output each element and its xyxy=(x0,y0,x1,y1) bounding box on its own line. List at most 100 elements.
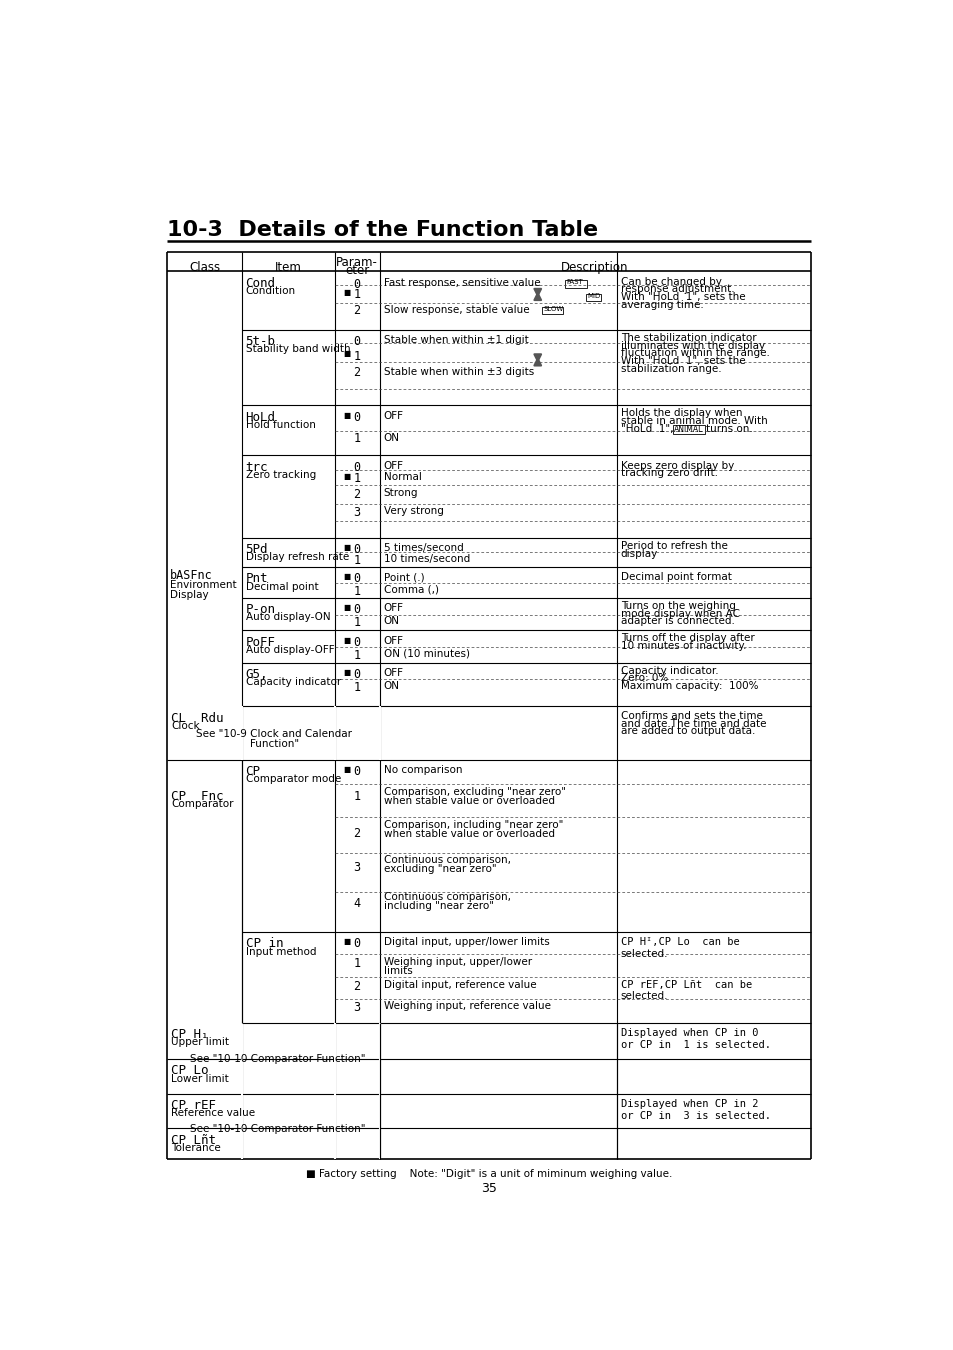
Text: 0: 0 xyxy=(354,603,360,616)
Text: Environment: Environment xyxy=(170,580,236,590)
Text: 0: 0 xyxy=(354,543,360,556)
Text: 1: 1 xyxy=(354,617,360,629)
Text: CP in: CP in xyxy=(245,937,283,950)
Text: Clock: Clock xyxy=(171,721,199,730)
Text: ■: ■ xyxy=(343,668,351,676)
Text: or CP in  3 is selected.: or CP in 3 is selected. xyxy=(620,1111,770,1120)
Text: CP: CP xyxy=(245,765,260,778)
Text: OFF: OFF xyxy=(383,410,403,421)
Text: 1: 1 xyxy=(354,585,360,598)
Text: trc: trc xyxy=(245,460,268,474)
Text: 0: 0 xyxy=(354,937,360,950)
Text: With "HoLd  1", sets the: With "HoLd 1", sets the xyxy=(620,356,744,366)
Text: 5t-b: 5t-b xyxy=(245,335,275,348)
Text: Turns on the weighing: Turns on the weighing xyxy=(620,601,735,612)
Text: ■: ■ xyxy=(343,937,351,946)
Text: Decimal point format: Decimal point format xyxy=(620,572,731,582)
Text: tracking zero drift.: tracking zero drift. xyxy=(620,468,717,478)
Text: 3: 3 xyxy=(354,506,360,520)
Text: ■: ■ xyxy=(343,543,351,552)
Text: Stable when within ±1 digit: Stable when within ±1 digit xyxy=(383,335,528,346)
Text: Auto display-OFF: Auto display-OFF xyxy=(245,645,334,655)
Text: CL  Rdu: CL Rdu xyxy=(171,711,223,725)
Text: CP Lo: CP Lo xyxy=(171,1064,209,1077)
Text: Continuous comparison,: Continuous comparison, xyxy=(383,855,510,865)
Text: Stable when within ±3 digits: Stable when within ±3 digits xyxy=(383,367,534,377)
Text: 2: 2 xyxy=(354,305,360,317)
Text: Digital input, reference value: Digital input, reference value xyxy=(383,980,536,990)
Text: OFF: OFF xyxy=(383,636,403,645)
Text: 0: 0 xyxy=(354,765,360,778)
Text: 1: 1 xyxy=(354,554,360,567)
Text: The stabilization indicator: The stabilization indicator xyxy=(620,333,756,343)
Text: Zero tracking: Zero tracking xyxy=(245,470,315,481)
Text: 0: 0 xyxy=(354,572,360,586)
Text: ANIMAL: ANIMAL xyxy=(674,424,702,433)
Text: Stability band width: Stability band width xyxy=(245,344,350,355)
Text: 1: 1 xyxy=(354,289,360,301)
Text: 3: 3 xyxy=(354,861,360,875)
Text: 1: 1 xyxy=(354,680,360,694)
Text: Capacity indicator: Capacity indicator xyxy=(245,678,340,687)
Text: CP Lñt: CP Lñt xyxy=(171,1134,216,1146)
Text: 2: 2 xyxy=(354,487,360,501)
Text: illuminates with the display: illuminates with the display xyxy=(620,340,764,351)
Text: Hold function: Hold function xyxy=(245,420,315,429)
Text: Holds the display when: Holds the display when xyxy=(620,409,741,418)
Text: See "10-10 Comparator Function": See "10-10 Comparator Function" xyxy=(191,1125,366,1134)
Text: Displayed when CP in 0: Displayed when CP in 0 xyxy=(620,1029,758,1038)
Text: OFF: OFF xyxy=(383,668,403,678)
Text: limits: limits xyxy=(383,965,412,976)
Text: Maximum capacity:  100%: Maximum capacity: 100% xyxy=(620,680,758,691)
Text: are added to output data.: are added to output data. xyxy=(620,726,754,736)
Bar xyxy=(585,294,600,301)
Text: ON: ON xyxy=(383,617,399,626)
Text: turns on.: turns on. xyxy=(705,424,752,433)
Text: CP H₁: CP H₁ xyxy=(171,1029,209,1041)
Text: Upper limit: Upper limit xyxy=(171,1038,229,1048)
Text: excluding "near zero": excluding "near zero" xyxy=(383,864,496,875)
Text: 35: 35 xyxy=(480,1183,497,1195)
Text: SLOW: SLOW xyxy=(543,306,563,312)
Text: Comparison, excluding "near zero": Comparison, excluding "near zero" xyxy=(383,787,565,798)
Text: OFF: OFF xyxy=(383,603,403,613)
Bar xyxy=(564,279,586,288)
Text: selected.: selected. xyxy=(620,991,667,1002)
Text: Item: Item xyxy=(274,261,301,274)
Text: Tolerance: Tolerance xyxy=(171,1143,221,1153)
Text: Digital input, upper/lower limits: Digital input, upper/lower limits xyxy=(383,937,549,948)
Text: ■ Factory setting    Note: "Digit" is a unit of miminum weighing value.: ■ Factory setting Note: "Digit" is a uni… xyxy=(305,1169,672,1179)
Text: when stable value or overloaded: when stable value or overloaded xyxy=(383,829,554,838)
Text: "HoLd  1",: "HoLd 1", xyxy=(620,424,673,433)
Text: fluctuation within the range.: fluctuation within the range. xyxy=(620,348,769,358)
Text: Capacity indicator.: Capacity indicator. xyxy=(620,666,718,675)
Text: PoFF: PoFF xyxy=(245,636,275,648)
Text: 1: 1 xyxy=(354,350,360,363)
Text: Description: Description xyxy=(560,261,628,274)
Text: Displayed when CP in 2: Displayed when CP in 2 xyxy=(620,1099,758,1110)
Text: Point (.): Point (.) xyxy=(383,572,424,582)
Text: Lower limit: Lower limit xyxy=(171,1073,229,1084)
Text: See "10-9 Clock and Calendar: See "10-9 Clock and Calendar xyxy=(196,729,352,740)
Text: adapter is connected.: adapter is connected. xyxy=(620,617,734,626)
Text: ■: ■ xyxy=(343,288,351,297)
Text: CP Hᴵ,CP Lo  can be: CP Hᴵ,CP Lo can be xyxy=(620,937,739,948)
Text: Can be changed by: Can be changed by xyxy=(620,277,720,286)
Text: 1: 1 xyxy=(354,432,360,446)
Text: ON: ON xyxy=(383,680,399,691)
Text: 4: 4 xyxy=(354,898,360,910)
Text: 5 times/second: 5 times/second xyxy=(383,543,463,554)
Text: Weighing input, upper/lower: Weighing input, upper/lower xyxy=(383,957,531,967)
Text: when stable value or overloaded: when stable value or overloaded xyxy=(383,796,554,806)
Text: Confirms and sets the time: Confirms and sets the time xyxy=(620,711,761,721)
Text: and date.The time and date: and date.The time and date xyxy=(620,718,765,729)
Text: P-on: P-on xyxy=(245,603,275,616)
Bar xyxy=(672,425,704,433)
Text: Display refresh rate: Display refresh rate xyxy=(245,552,349,563)
Text: Period to refresh the: Period to refresh the xyxy=(620,541,727,551)
Text: 0: 0 xyxy=(354,668,360,680)
Text: Cond: Cond xyxy=(245,277,275,290)
Text: ON: ON xyxy=(383,433,399,443)
Text: 0: 0 xyxy=(354,278,360,290)
Text: ■: ■ xyxy=(343,410,351,420)
